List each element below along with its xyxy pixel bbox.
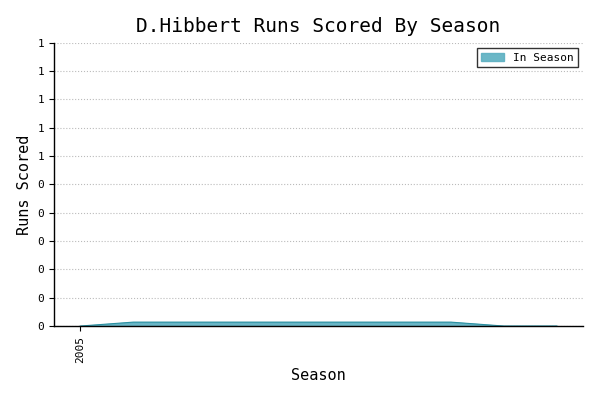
X-axis label: Season: Season (291, 368, 346, 383)
Legend: In Season: In Season (477, 48, 578, 67)
Y-axis label: Runs Scored: Runs Scored (17, 134, 32, 235)
Title: D.Hibbert Runs Scored By Season: D.Hibbert Runs Scored By Season (136, 17, 500, 36)
